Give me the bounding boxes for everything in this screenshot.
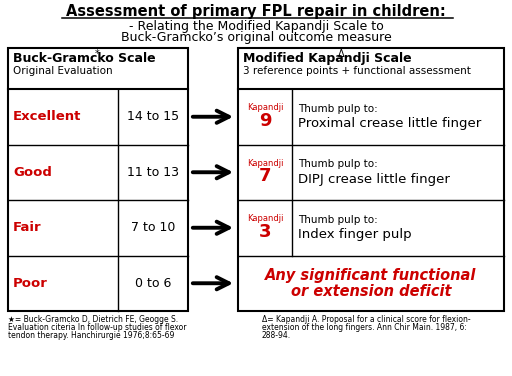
Text: Δ: Δ	[338, 49, 345, 59]
Text: Assessment of primary FPL repair in children:: Assessment of primary FPL repair in chil…	[66, 4, 446, 19]
Text: Kapandji: Kapandji	[247, 214, 283, 223]
Text: ★= Buck-Gramcko D, Dietrich FE, Geogge S.: ★= Buck-Gramcko D, Dietrich FE, Geogge S…	[8, 315, 178, 324]
Text: Any significant functional: Any significant functional	[265, 268, 477, 283]
Text: 288-94.: 288-94.	[262, 331, 291, 340]
Text: Buck-Gramcko Scale: Buck-Gramcko Scale	[13, 52, 160, 65]
Text: Original Evaluation: Original Evaluation	[13, 66, 113, 76]
Text: Fair: Fair	[13, 221, 41, 234]
Text: Proximal crease little finger: Proximal crease little finger	[298, 117, 481, 130]
Text: - Relating the Modified Kapandji Scale to: - Relating the Modified Kapandji Scale t…	[129, 20, 383, 33]
FancyBboxPatch shape	[8, 48, 188, 311]
Text: 0 to 6: 0 to 6	[135, 277, 171, 290]
FancyBboxPatch shape	[238, 48, 504, 311]
Text: Kapandji: Kapandji	[247, 103, 283, 112]
Text: 7: 7	[259, 167, 271, 185]
Text: Thumb pulp to:: Thumb pulp to:	[298, 159, 378, 169]
Text: Thumb pulp to:: Thumb pulp to:	[298, 104, 378, 114]
Text: DIPJ crease little finger: DIPJ crease little finger	[298, 173, 450, 186]
Text: 3 reference points + functional assessment: 3 reference points + functional assessme…	[243, 66, 471, 76]
Text: Thumb pulp to:: Thumb pulp to:	[298, 215, 378, 225]
Text: extension of the long fingers. Ann Chir Main. 1987, 6:: extension of the long fingers. Ann Chir …	[262, 323, 467, 332]
Text: or extension deficit: or extension deficit	[291, 284, 451, 299]
Text: 3: 3	[259, 223, 271, 241]
Text: tendon therapy. Hanchirurgie 1976;8:65-69: tendon therapy. Hanchirurgie 1976;8:65-6…	[8, 331, 175, 340]
Text: Good: Good	[13, 166, 52, 179]
Text: *: *	[95, 49, 100, 59]
Text: Excellent: Excellent	[13, 110, 81, 123]
Text: Evaluation citeria In follow-up studies of flexor: Evaluation citeria In follow-up studies …	[8, 323, 186, 332]
Text: 14 to 15: 14 to 15	[127, 110, 179, 123]
Text: 9: 9	[259, 112, 271, 130]
Text: Poor: Poor	[13, 277, 48, 290]
Text: Buck-Gramcko’s original outcome measure: Buck-Gramcko’s original outcome measure	[121, 31, 391, 44]
Text: 7 to 10: 7 to 10	[131, 221, 175, 234]
Text: Index finger pulp: Index finger pulp	[298, 228, 412, 241]
Text: Kapandji: Kapandji	[247, 159, 283, 168]
Text: Δ= Kapandji A. Proposal for a clinical score for flexion-: Δ= Kapandji A. Proposal for a clinical s…	[262, 315, 471, 324]
Text: Modified Kapandji Scale: Modified Kapandji Scale	[243, 52, 416, 65]
Text: 11 to 13: 11 to 13	[127, 166, 179, 179]
